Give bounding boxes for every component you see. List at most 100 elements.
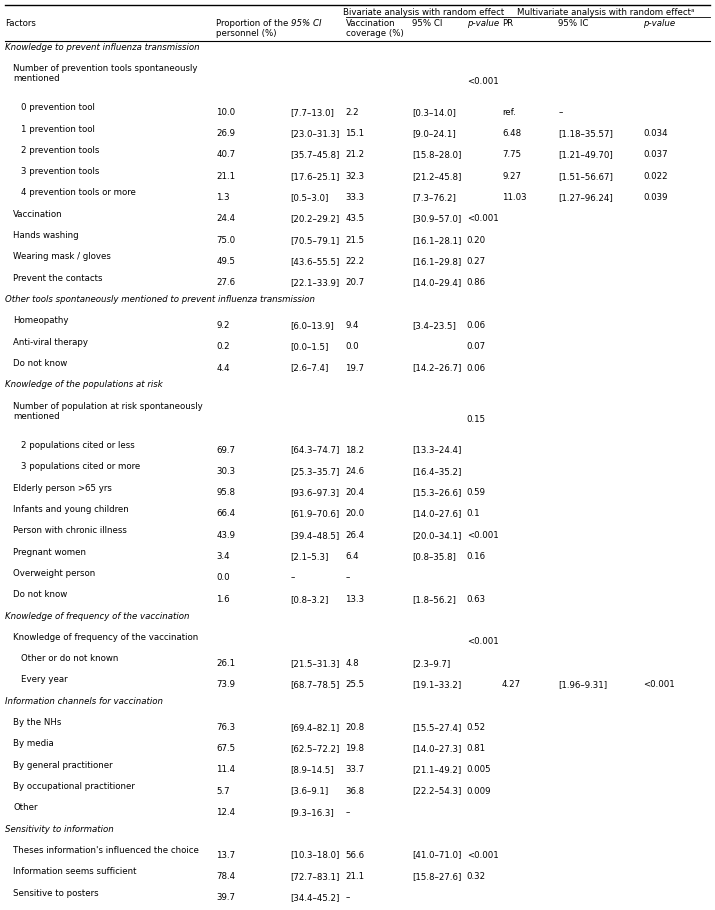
Text: 0.005: 0.005 <box>467 765 491 774</box>
Text: [64.3–74.7]: [64.3–74.7] <box>290 446 340 454</box>
Text: [2.6–7.4]: [2.6–7.4] <box>290 363 329 372</box>
Text: 95% CI: 95% CI <box>413 19 443 28</box>
Text: Prevent the contacts: Prevent the contacts <box>13 274 102 283</box>
Text: 75.0: 75.0 <box>217 236 236 245</box>
Text: [70.5–79.1]: [70.5–79.1] <box>290 236 340 245</box>
Text: 0.27: 0.27 <box>467 257 486 266</box>
Text: Multivariate analysis with random effectᵃ: Multivariate analysis with random effect… <box>518 8 695 17</box>
Text: [0.8–35.8]: [0.8–35.8] <box>413 552 456 561</box>
Text: 56.6: 56.6 <box>345 851 365 860</box>
Text: <0.001: <0.001 <box>467 637 498 646</box>
Text: Pregnant women: Pregnant women <box>13 548 86 557</box>
Text: 0 prevention tool: 0 prevention tool <box>21 103 95 112</box>
Text: 6.4: 6.4 <box>345 552 359 561</box>
Text: [0.5–3.0]: [0.5–3.0] <box>290 193 329 202</box>
Text: [69.4–82.1]: [69.4–82.1] <box>290 723 340 732</box>
Text: <0.001: <0.001 <box>467 215 498 223</box>
Text: [10.3–18.0]: [10.3–18.0] <box>290 851 340 860</box>
Text: [34.4–45.2]: [34.4–45.2] <box>290 894 340 902</box>
Text: 6.48: 6.48 <box>502 129 521 138</box>
Text: 43.5: 43.5 <box>345 215 365 223</box>
Text: Information seems sufficient: Information seems sufficient <box>13 867 137 876</box>
Text: [13.3–24.4]: [13.3–24.4] <box>413 446 462 454</box>
Text: [0.8–3.2]: [0.8–3.2] <box>290 595 329 603</box>
Text: 0.81: 0.81 <box>467 744 486 753</box>
Text: <0.001: <0.001 <box>467 851 498 860</box>
Text: 26.9: 26.9 <box>217 129 235 138</box>
Text: Other: Other <box>13 804 37 813</box>
Text: 24.4: 24.4 <box>217 215 236 223</box>
Text: 20.7: 20.7 <box>345 278 365 288</box>
Text: 0.1: 0.1 <box>467 510 480 519</box>
Text: 2 prevention tools: 2 prevention tools <box>21 146 99 155</box>
Text: [21.5–31.3]: [21.5–31.3] <box>290 659 340 668</box>
Text: <0.001: <0.001 <box>467 77 498 86</box>
Text: 0.06: 0.06 <box>467 321 486 330</box>
Text: 0.52: 0.52 <box>467 723 486 732</box>
Text: 0.039: 0.039 <box>643 193 668 202</box>
Text: [2.3–9.7]: [2.3–9.7] <box>413 659 450 668</box>
Text: 0.034: 0.034 <box>643 129 668 138</box>
Text: 22.2: 22.2 <box>345 257 365 266</box>
Text: By the NHs: By the NHs <box>13 718 61 727</box>
Text: [7.7–13.0]: [7.7–13.0] <box>290 107 335 116</box>
Text: 3 prevention tools: 3 prevention tools <box>21 167 99 177</box>
Text: [0.0–1.5]: [0.0–1.5] <box>290 342 329 351</box>
Text: [14.0–29.4]: [14.0–29.4] <box>413 278 462 288</box>
Text: Do not know: Do not know <box>13 359 67 368</box>
Text: Every year: Every year <box>21 675 68 684</box>
Text: 13.7: 13.7 <box>217 851 236 860</box>
Text: Hands washing: Hands washing <box>13 231 79 240</box>
Text: [15.8–27.6]: [15.8–27.6] <box>413 872 462 881</box>
Text: [3.4–23.5]: [3.4–23.5] <box>413 321 456 330</box>
Text: p-value: p-value <box>467 19 499 28</box>
Text: [25.3–35.7]: [25.3–35.7] <box>290 467 340 476</box>
Text: 9.27: 9.27 <box>502 172 521 181</box>
Text: 33.3: 33.3 <box>345 193 365 202</box>
Text: 0.0: 0.0 <box>345 342 359 351</box>
Text: [1.27–96.24]: [1.27–96.24] <box>558 193 613 202</box>
Text: 36.8: 36.8 <box>345 786 365 795</box>
Text: Knowledge of the populations at risk: Knowledge of the populations at risk <box>5 380 163 389</box>
Text: 0.037: 0.037 <box>643 150 668 159</box>
Text: p-value: p-value <box>643 19 675 28</box>
Text: 21.1: 21.1 <box>345 872 365 881</box>
Text: 1 prevention tool: 1 prevention tool <box>21 125 95 134</box>
Text: [2.1–5.3]: [2.1–5.3] <box>290 552 329 561</box>
Text: Theses information's influenced the choice: Theses information's influenced the choi… <box>13 846 199 855</box>
Text: [15.3–26.6]: [15.3–26.6] <box>413 488 462 497</box>
Text: 20.0: 20.0 <box>345 510 365 519</box>
Text: 26.4: 26.4 <box>345 531 365 540</box>
Text: Homeopathy: Homeopathy <box>13 317 69 326</box>
Text: Anti-viral therapy: Anti-viral therapy <box>13 338 88 347</box>
Text: 21.1: 21.1 <box>217 172 236 181</box>
Text: Sensitivity to information: Sensitivity to information <box>5 824 114 834</box>
Text: Person with chronic illness: Person with chronic illness <box>13 526 127 535</box>
Text: ref.: ref. <box>502 107 516 116</box>
Text: –: – <box>290 573 295 582</box>
Text: 73.9: 73.9 <box>217 680 235 689</box>
Text: 30.3: 30.3 <box>217 467 236 476</box>
Text: 4 prevention tools or more: 4 prevention tools or more <box>21 188 136 197</box>
Text: [3.6–9.1]: [3.6–9.1] <box>290 786 329 795</box>
Text: [1.51–56.67]: [1.51–56.67] <box>558 172 613 181</box>
Text: 0.07: 0.07 <box>467 342 486 351</box>
Text: 3 populations cited or more: 3 populations cited or more <box>21 462 140 471</box>
Text: –: – <box>345 573 350 582</box>
Text: 95% IC: 95% IC <box>558 19 588 28</box>
Text: 0.32: 0.32 <box>467 872 486 881</box>
Text: 0.06: 0.06 <box>467 363 486 372</box>
Text: 10.0: 10.0 <box>217 107 236 116</box>
Text: [39.4–48.5]: [39.4–48.5] <box>290 531 340 540</box>
Text: 19.7: 19.7 <box>345 363 365 372</box>
Text: [0.3–14.0]: [0.3–14.0] <box>413 107 456 116</box>
Text: 11.03: 11.03 <box>502 193 527 202</box>
Text: 2.2: 2.2 <box>345 107 359 116</box>
Text: Other or do not known: Other or do not known <box>21 654 119 663</box>
Text: [43.6–55.5]: [43.6–55.5] <box>290 257 340 266</box>
Text: 24.6: 24.6 <box>345 467 365 476</box>
Text: 26.1: 26.1 <box>217 659 236 668</box>
Text: 66.4: 66.4 <box>217 510 236 519</box>
Text: [41.0–71.0]: [41.0–71.0] <box>413 851 462 860</box>
Text: Bivariate analysis with random effect: Bivariate analysis with random effect <box>343 8 504 17</box>
